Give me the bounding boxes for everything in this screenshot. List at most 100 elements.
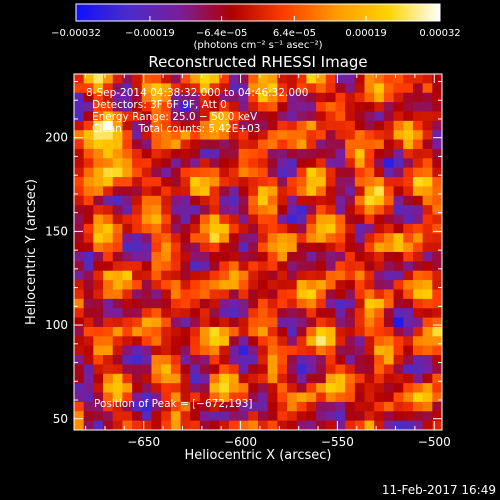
heatmap-cell [219, 411, 230, 422]
heatmap-cell [277, 420, 288, 431]
heatmap-cell [190, 139, 201, 150]
heatmap-cell [112, 298, 123, 309]
heatmap-cell [112, 252, 123, 262]
heatmap-cell [287, 83, 298, 94]
heatmap-cell [199, 205, 210, 215]
heatmap-cell [74, 111, 85, 122]
heatmap-cell [190, 345, 201, 356]
heatmap-cell [112, 148, 123, 159]
heatmap-cell [141, 280, 152, 290]
heatmap-cell [287, 233, 298, 244]
heatmap-cell [277, 326, 288, 337]
heatmap-cell [83, 195, 94, 206]
heatmap-cell [103, 167, 114, 178]
heatmap-cell [306, 139, 317, 150]
heatmap-cell [374, 308, 385, 318]
heatmap-cell [277, 345, 288, 356]
heatmap-cell [296, 74, 307, 84]
heatmap-cell [277, 205, 288, 215]
heatmap-cell [83, 298, 94, 309]
heatmap-cell [170, 177, 181, 187]
heatmap-cell [219, 252, 230, 262]
heatmap-cell [83, 364, 94, 375]
heatmap-cell [161, 139, 172, 150]
heatmap-cell [306, 270, 317, 281]
heatmap-cell [74, 186, 85, 197]
heatmap-cell [103, 74, 114, 84]
heatmap-cell [228, 83, 240, 94]
heatmap-cell [383, 373, 394, 384]
heatmap-cell [122, 214, 133, 225]
heatmap-cell [151, 158, 162, 169]
heatmap-cell [296, 158, 307, 169]
heatmap-cell [74, 233, 85, 244]
heatmap-cell [141, 177, 152, 187]
heatmap-cell [335, 364, 346, 375]
heatmap-cell [74, 326, 85, 337]
heatmap-cell [248, 336, 259, 347]
heatmap-cell [267, 336, 278, 347]
heatmap-cell [190, 195, 201, 206]
heatmap-cell [383, 355, 394, 365]
heatmap-cell [296, 223, 307, 234]
heatmap-cell [219, 289, 230, 300]
heatmap-cell [277, 261, 288, 272]
heatmap-cell [403, 195, 414, 206]
heatmap-cell [403, 92, 414, 103]
heatmap-cell [277, 223, 288, 234]
heatmap-cell [151, 233, 162, 244]
heatmap-cell [296, 92, 307, 103]
heatmap-cell [74, 270, 85, 281]
heatmap-cell [132, 158, 143, 169]
heatmap-cell [141, 74, 152, 84]
heatmap-cell [112, 326, 123, 337]
heatmap-cell [412, 308, 424, 318]
heatmap-cell [248, 280, 259, 290]
colorbar-tick-label: −6.4e−05 [196, 28, 248, 39]
heatmap-cell [393, 326, 404, 337]
heatmap-cell [412, 420, 424, 431]
heatmap-cell [190, 308, 201, 318]
heatmap-cell [248, 383, 259, 393]
heatmap-cell [316, 411, 327, 422]
heatmap-cell [199, 364, 210, 375]
heatmap-cell [277, 364, 288, 375]
heatmap-cell [267, 223, 278, 234]
heatmap-cell [364, 364, 375, 375]
heatmap-cell [393, 420, 404, 431]
heatmap-cell [345, 289, 356, 300]
heatmap-cell [335, 233, 346, 244]
heatmap-cell [345, 308, 356, 318]
heatmap-cell [393, 252, 404, 262]
heatmap-cell [403, 242, 414, 253]
heatmap-cell [190, 298, 201, 309]
heatmap-cell [374, 280, 385, 290]
heatmap-cell [393, 177, 404, 187]
heatmap-cell [170, 102, 181, 112]
heatmap-cell [403, 336, 414, 347]
heatmap-cell [74, 364, 85, 375]
x-tick-label: −650 [127, 435, 160, 449]
heatmap-cell [190, 167, 201, 178]
heatmap-cell [267, 261, 278, 272]
heatmap-cell [93, 317, 104, 328]
heatmap-cell [209, 336, 220, 347]
heatmap-cell [238, 252, 249, 262]
heatmap-cell [432, 289, 443, 300]
heatmap-cell [248, 420, 259, 431]
heatmap-cell [383, 401, 394, 412]
heatmap-cell [432, 186, 443, 197]
heatmap-cell [325, 242, 336, 253]
heatmap-cell [132, 83, 143, 94]
heatmap-cell [267, 186, 278, 197]
heatmap-cell [93, 355, 104, 365]
heatmap-cell [170, 411, 181, 422]
heatmap-cell [228, 205, 240, 215]
heatmap-cell [354, 373, 365, 384]
heatmap-cell [296, 195, 307, 206]
heatmap-cell [83, 186, 94, 197]
heatmap-cell [199, 214, 210, 225]
heatmap-cell [383, 280, 394, 290]
heatmap-cell [354, 130, 365, 140]
